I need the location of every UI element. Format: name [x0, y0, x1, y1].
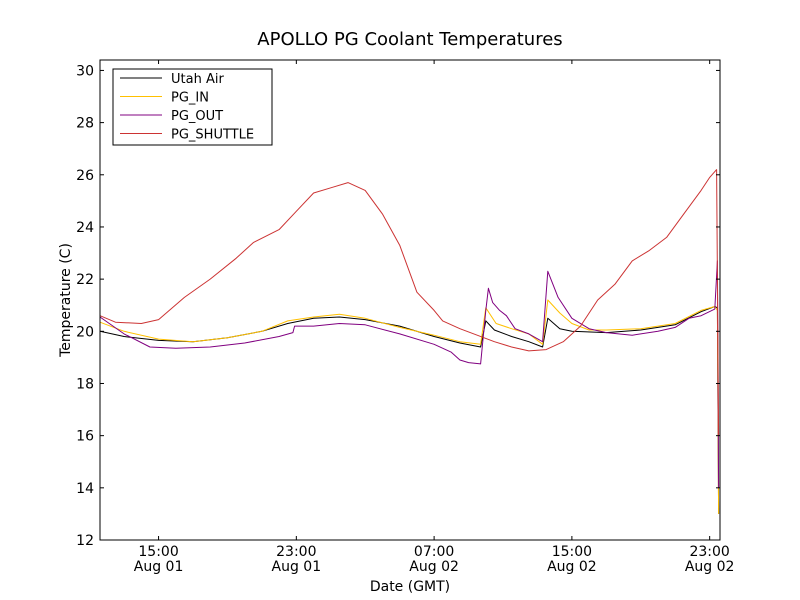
- legend-label-pg-out: PG_OUT: [171, 109, 223, 124]
- series-line-pg-shuttle: [99, 169, 720, 436]
- y-tick-label: 16: [76, 429, 94, 445]
- x-tick-time-label: 23:00: [689, 544, 729, 560]
- x-tick-time-label: 15:00: [138, 544, 178, 560]
- x-tick-time-label: 23:00: [276, 544, 316, 560]
- plot-frame: [99, 59, 721, 541]
- y-axis: 12 14 16 18 20 22 24 26 28 30: [76, 63, 720, 549]
- x-tick-time-label: 15:00: [552, 544, 592, 560]
- x-tick-date-label: Aug 02: [409, 559, 459, 575]
- series-line-pg-out: [99, 260, 720, 488]
- legend-label-pg-shuttle: PG_SHUTTLE: [171, 128, 254, 143]
- y-axis-label: Temperature (C): [58, 243, 74, 358]
- y-tick-label: 30: [76, 63, 94, 79]
- series-line-pg-in: [99, 299, 720, 514]
- y-tick-label: 26: [76, 168, 94, 184]
- y-tick-label: 20: [76, 324, 94, 340]
- x-tick-time-label: 07:00: [414, 544, 454, 560]
- legend: Utah Air PG_IN PG_OUT PG_SHUTTLE: [112, 68, 273, 146]
- x-tick-date-label: Aug 01: [272, 559, 322, 575]
- y-tick-label: 28: [76, 116, 94, 132]
- x-axis-label: Date (GMT): [370, 579, 450, 595]
- y-tick-label: 14: [76, 481, 94, 497]
- x-tick-date-label: Aug 01: [134, 559, 184, 575]
- chart-title: APOLLO PG Coolant Temperatures: [257, 29, 562, 50]
- legend-label-pg-in: PG_IN: [171, 91, 209, 106]
- y-tick-label: 24: [76, 220, 94, 236]
- y-tick-label: 18: [76, 376, 94, 392]
- x-tick-date-label: Aug 02: [685, 559, 735, 575]
- y-tick-label: 22: [76, 272, 94, 288]
- x-tick-date-label: Aug 02: [547, 559, 597, 575]
- legend-box: [112, 68, 273, 146]
- legend-label-utah-air: Utah Air: [171, 72, 224, 87]
- series-layer: [99, 169, 720, 514]
- y-tick-label: 12: [76, 533, 94, 549]
